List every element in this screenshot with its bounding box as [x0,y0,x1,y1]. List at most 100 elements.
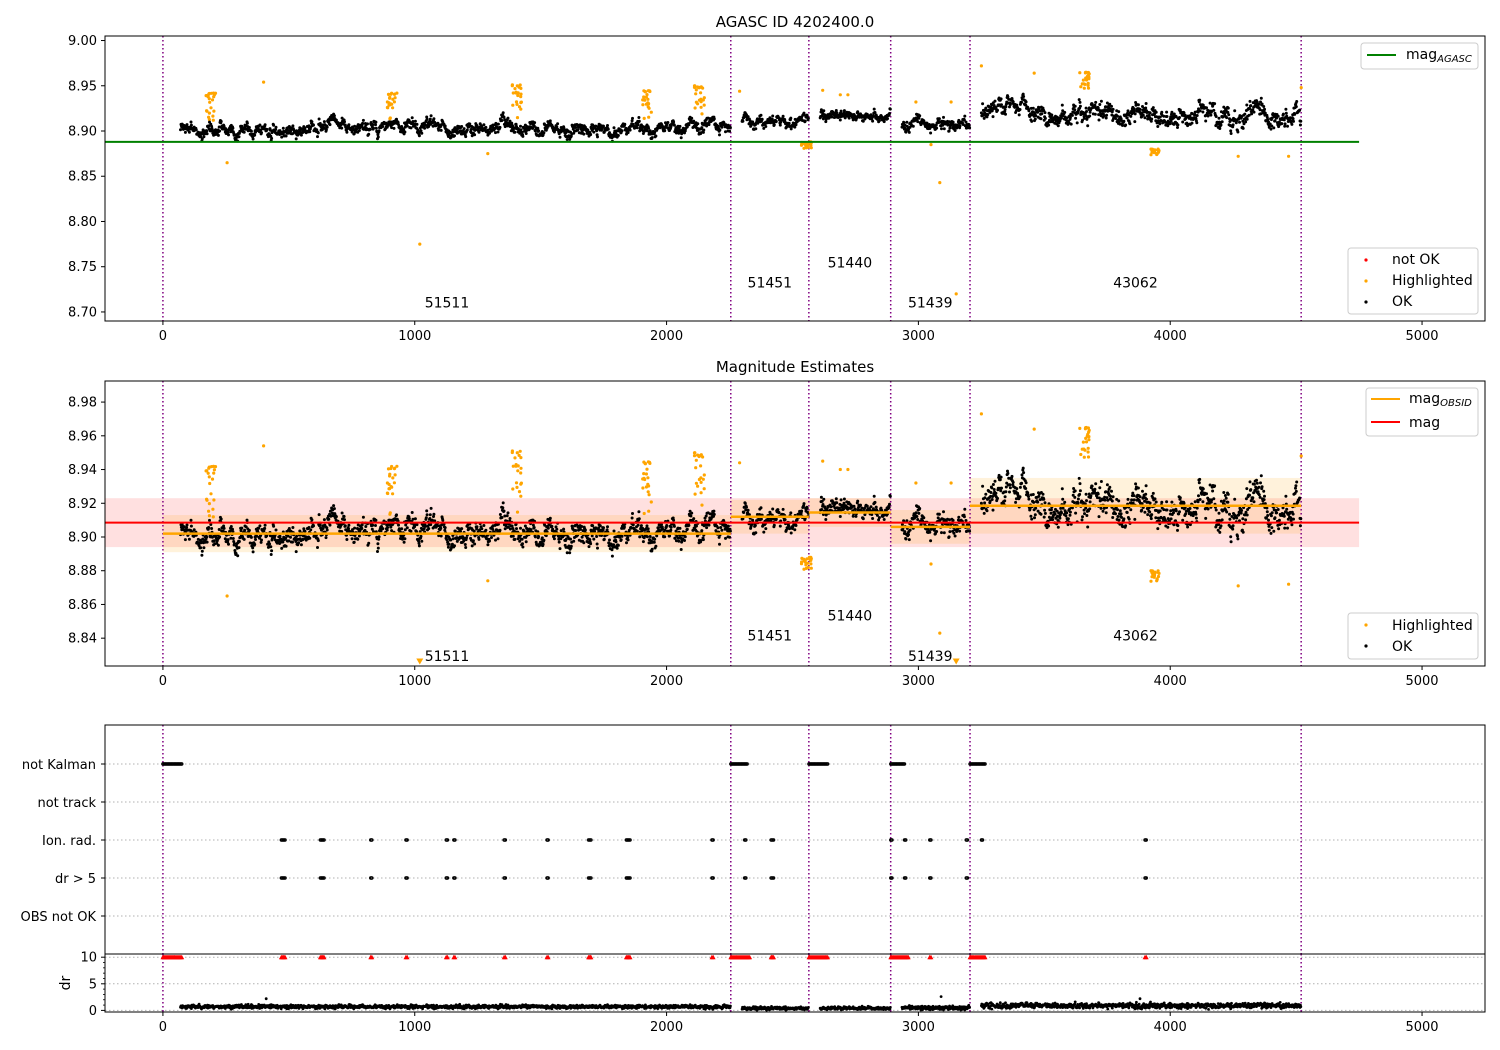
highlighted-point [645,467,649,471]
ok-point [942,531,946,535]
highlighted-point [511,91,515,95]
ok-point [501,111,505,115]
highlighted-point [647,509,651,513]
ok-point [1252,110,1256,114]
highlighted-point [515,451,519,455]
highlighted-point [517,490,522,494]
ok-point [268,542,272,546]
ok-point [887,506,891,509]
highlighted-point [262,80,266,84]
highlighted-point [1299,454,1303,458]
highlighted-point [207,466,211,470]
ok-point [521,134,525,138]
highlighted-point [642,460,646,464]
obsid-label: 43062 [1113,276,1158,292]
highlighted-point [519,92,523,96]
ok-point [289,535,292,539]
highlighted-point [1151,574,1155,578]
highlighted-point [1087,438,1091,442]
ok-point [935,530,939,533]
ok-point [303,529,307,533]
ok-point [374,524,377,527]
ok-point [787,121,791,125]
highlighted-point [1236,154,1240,158]
ok-point [1280,122,1284,126]
ok-point [724,536,727,540]
ok-point [1031,106,1035,110]
ok-point [1195,121,1199,125]
ok-point [1117,110,1121,114]
ok-point [205,129,209,133]
highlighted-point [510,84,514,88]
ok-point [1206,114,1210,118]
ok-point [957,515,961,519]
ok-point [583,528,587,532]
highlighted-point [207,514,211,518]
ok-point [496,122,500,126]
highlighted-point [647,89,652,93]
highlighted-legend-label: Highlighted [1392,273,1473,289]
ok-point [753,524,757,527]
highlighted-point [914,481,918,485]
ok-point [218,129,222,133]
ok-point [1143,116,1147,120]
highlighted-point [1083,71,1087,75]
highlighted-point [1287,154,1291,158]
ok-point [572,539,576,543]
ok-point [568,551,572,555]
highlighted-point [642,472,646,476]
highlighted-point [642,116,646,120]
ok-point [742,511,746,514]
ok-point [712,117,716,121]
ok-point [626,131,630,135]
ok-point [360,527,364,530]
ok-point [598,123,602,127]
ok-point [917,511,921,515]
ok-point [519,128,523,132]
ok-point [1060,103,1064,107]
ok-point [395,513,398,517]
ok-point [1284,111,1288,115]
ok-point [272,123,276,127]
ok-point [439,128,443,132]
ok-point [1144,102,1148,105]
ok-point [589,542,593,546]
ok-point [229,525,233,528]
ok-point [834,497,838,501]
ok-point [439,526,443,530]
ok-point [411,120,415,123]
ok-point [712,512,716,516]
ok-point [237,546,241,550]
ok-point [683,129,687,133]
ok-point [602,537,606,541]
ok-point [308,536,312,540]
ok-point [409,529,413,533]
highlighted-point [699,85,703,89]
ok-point [1063,110,1067,114]
not-ok-legend-marker [1364,258,1368,262]
highlighted-point [699,105,703,109]
highlighted-point [513,87,517,91]
ok-point [596,546,599,550]
highlighted-point [949,481,953,485]
ok-point [1116,114,1119,118]
ok-point [464,546,468,549]
ok-point [355,127,359,131]
ok-point [942,510,945,514]
ok-point [904,537,908,541]
ok-point [506,116,510,120]
ok-point [679,136,683,140]
ok-point [639,524,643,528]
ok-point [598,524,602,528]
ok-point [1047,123,1051,127]
ok-point [653,130,657,134]
ok-point [1084,106,1088,110]
highlighted-point [511,487,515,491]
ok-point [470,544,474,548]
highlighted-point [510,450,514,455]
ok-point [963,507,967,511]
ok-point [942,127,946,131]
highlighted-point [699,491,703,495]
highlighted-point [207,115,211,119]
ok-point [242,537,246,541]
